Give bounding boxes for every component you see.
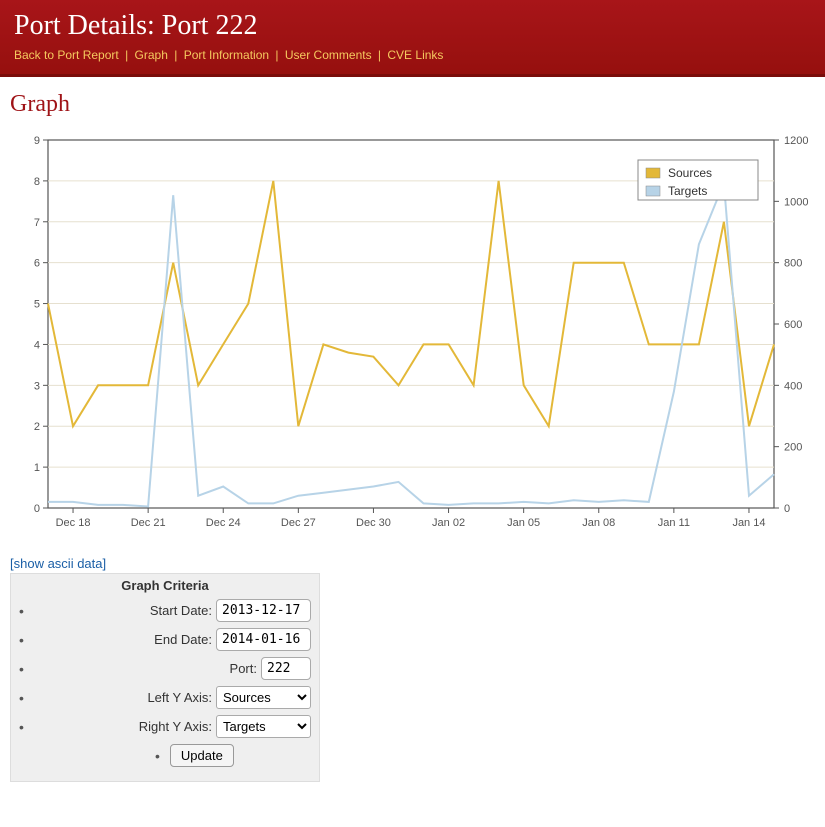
criteria-title: Graph Criteria — [19, 578, 311, 593]
svg-text:Targets: Targets — [668, 184, 707, 198]
svg-text:4: 4 — [34, 339, 40, 351]
svg-text:Jan 14: Jan 14 — [732, 517, 765, 529]
left-axis-select[interactable]: SourcesTargets — [216, 686, 311, 709]
nav-sep: | — [378, 48, 381, 62]
svg-text:0: 0 — [784, 503, 790, 515]
svg-text:Sources: Sources — [668, 166, 712, 180]
svg-text:Jan 11: Jan 11 — [658, 517, 690, 529]
svg-text:400: 400 — [784, 380, 802, 392]
svg-text:1000: 1000 — [784, 196, 808, 208]
page-header: Port Details: Port 222 Back to Port Repo… — [0, 0, 825, 77]
svg-text:8: 8 — [34, 176, 40, 188]
content: Graph 0 1 2 3 4 5 6 7 8 9 0 200 400 600 800 1000 1200 Dec… — [0, 77, 825, 782]
svg-text:6: 6 — [34, 258, 40, 270]
left-axis-label: Left Y Axis: — [34, 690, 212, 705]
start-date-input[interactable] — [216, 599, 311, 622]
svg-text:Dec 24: Dec 24 — [206, 517, 241, 529]
svg-text:Jan 05: Jan 05 — [507, 517, 540, 529]
show-ascii-link[interactable]: [show ascii data] — [10, 556, 106, 571]
nav-sep: | — [125, 48, 128, 62]
update-button[interactable]: Update — [170, 744, 234, 767]
nav-links: Back to Port Report | Graph | Port Infor… — [14, 48, 811, 62]
right-axis-select[interactable]: SourcesTargets — [216, 715, 311, 738]
svg-text:7: 7 — [34, 217, 40, 229]
graph-criteria-panel: Graph Criteria Start Date: End Date: Por… — [10, 573, 320, 782]
section-title: Graph — [10, 91, 815, 118]
svg-text:200: 200 — [784, 442, 802, 454]
page-title: Port Details: Port 222 — [14, 10, 811, 42]
svg-text:5: 5 — [34, 299, 40, 311]
svg-text:1200: 1200 — [784, 135, 808, 147]
svg-text:Dec 27: Dec 27 — [281, 517, 316, 529]
port-input[interactable] — [261, 657, 311, 680]
nav-graph[interactable]: Graph — [135, 48, 168, 62]
port-label: Port: — [34, 661, 257, 676]
svg-text:9: 9 — [34, 135, 40, 147]
end-date-input[interactable] — [216, 628, 311, 651]
svg-text:Dec 30: Dec 30 — [356, 517, 391, 529]
svg-text:2: 2 — [34, 421, 40, 433]
svg-text:Jan 02: Jan 02 — [432, 517, 465, 529]
nav-sep: | — [174, 48, 177, 62]
nav-back[interactable]: Back to Port Report — [14, 48, 119, 62]
svg-text:0: 0 — [34, 503, 40, 515]
nav-sep: | — [275, 48, 278, 62]
svg-text:Dec 18: Dec 18 — [56, 517, 91, 529]
nav-user-comments[interactable]: User Comments — [285, 48, 372, 62]
svg-text:3: 3 — [34, 380, 40, 392]
chart-svg: 0 1 2 3 4 5 6 7 8 9 0 200 400 600 800 1000 1200 Dec 18 Dec… — [16, 126, 816, 546]
svg-text:Jan 08: Jan 08 — [582, 517, 615, 529]
end-date-label: End Date: — [34, 632, 212, 647]
chart-container: 0 1 2 3 4 5 6 7 8 9 0 200 400 600 800 1000 1200 Dec 18 Dec… — [10, 126, 815, 546]
right-axis-label: Right Y Axis: — [34, 719, 212, 734]
start-date-label: Start Date: — [34, 603, 212, 618]
svg-text:800: 800 — [784, 258, 802, 270]
svg-text:Dec 21: Dec 21 — [131, 517, 166, 529]
nav-cve-links[interactable]: CVE Links — [387, 48, 443, 62]
svg-text:1: 1 — [34, 462, 40, 474]
svg-text:600: 600 — [784, 319, 802, 331]
nav-port-info[interactable]: Port Information — [184, 48, 269, 62]
